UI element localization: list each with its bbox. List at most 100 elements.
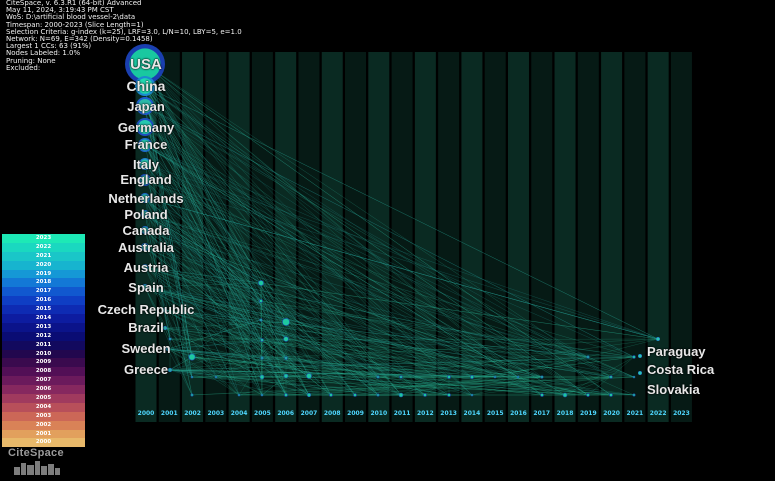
edge xyxy=(144,266,589,358)
minor-node[interactable] xyxy=(237,393,241,397)
year-band xyxy=(461,52,483,422)
node-slovakia[interactable] xyxy=(638,371,642,375)
minor-node[interactable] xyxy=(188,353,196,361)
node-label: Slovakia xyxy=(647,382,700,398)
minor-node[interactable] xyxy=(540,375,544,379)
minor-node[interactable] xyxy=(283,373,289,379)
year-tick-label: 2000 xyxy=(137,410,155,417)
minor-node[interactable] xyxy=(586,355,590,359)
edge xyxy=(215,319,262,378)
edge xyxy=(144,85,450,378)
minor-node[interactable] xyxy=(586,393,590,397)
minor-node[interactable] xyxy=(258,280,264,286)
edge xyxy=(164,327,543,378)
minor-node[interactable] xyxy=(632,393,636,397)
node-china[interactable] xyxy=(135,76,155,96)
minor-node[interactable] xyxy=(284,393,288,397)
node-label: Czech Republic xyxy=(97,302,195,318)
node-core xyxy=(638,371,642,375)
minor-node[interactable] xyxy=(447,375,451,379)
edge xyxy=(285,338,635,378)
node-england[interactable] xyxy=(139,174,151,186)
minor-node[interactable] xyxy=(632,355,636,359)
node-sweden[interactable] xyxy=(166,347,170,351)
edge xyxy=(400,376,426,396)
minor-node[interactable] xyxy=(306,392,312,398)
edge xyxy=(164,321,287,329)
edge xyxy=(144,213,426,396)
edge xyxy=(144,163,262,321)
node-france[interactable] xyxy=(138,138,152,152)
minor-node[interactable] xyxy=(259,299,263,303)
minor-node[interactable] xyxy=(470,375,474,379)
edge xyxy=(191,356,589,378)
minor-node[interactable] xyxy=(470,393,474,397)
node-australia[interactable] xyxy=(141,243,149,251)
minor-node[interactable] xyxy=(259,374,265,380)
minor-node[interactable] xyxy=(423,393,427,397)
legend-year-swatch: 2019 xyxy=(2,269,85,279)
minor-node[interactable] xyxy=(562,392,568,398)
edge xyxy=(144,144,193,358)
minor-node[interactable] xyxy=(609,393,613,397)
minor-node[interactable] xyxy=(376,375,380,379)
node-poland[interactable] xyxy=(141,210,149,218)
year-tick-label: 2011 xyxy=(393,410,411,417)
node-brazil[interactable] xyxy=(163,326,167,330)
minor-node[interactable] xyxy=(190,393,194,397)
edge xyxy=(169,369,332,396)
node-core xyxy=(137,78,153,94)
edge xyxy=(144,105,612,378)
node-spain[interactable] xyxy=(142,284,148,290)
node-costa-rica[interactable] xyxy=(638,354,642,358)
minor-node[interactable] xyxy=(376,393,380,397)
node-greece[interactable] xyxy=(168,368,172,372)
node-germany[interactable] xyxy=(136,118,154,136)
minor-node[interactable] xyxy=(260,338,264,342)
header-line: Network: N=69, E=342 (Density=0.1458) xyxy=(6,35,153,44)
minor-node[interactable] xyxy=(259,318,263,322)
node-italy[interactable] xyxy=(139,158,151,170)
node-japan[interactable] xyxy=(136,97,154,115)
edge xyxy=(144,85,193,378)
node-usa[interactable] xyxy=(125,44,165,84)
edge xyxy=(144,63,287,323)
node-paraguay[interactable] xyxy=(656,337,660,341)
minor-node[interactable] xyxy=(306,373,312,379)
minor-node[interactable] xyxy=(632,375,636,379)
node-label: Poland xyxy=(124,207,168,223)
minor-node[interactable] xyxy=(329,393,333,397)
minor-node[interactable] xyxy=(283,336,289,342)
minor-node[interactable] xyxy=(282,318,290,326)
node-austria[interactable] xyxy=(142,264,148,270)
minor-node[interactable] xyxy=(609,375,613,379)
node-label: Canada xyxy=(122,223,170,239)
node-canada[interactable] xyxy=(141,226,149,234)
minor-node[interactable] xyxy=(399,375,403,379)
minor-node[interactable] xyxy=(353,393,357,397)
minor-node[interactable] xyxy=(398,392,404,398)
minor-node[interactable] xyxy=(214,375,218,379)
edge xyxy=(424,376,543,396)
minor-node[interactable] xyxy=(516,375,520,379)
edge xyxy=(144,229,263,396)
minor-node[interactable] xyxy=(190,375,194,379)
edge xyxy=(144,266,193,378)
year-band xyxy=(275,52,297,422)
edge xyxy=(164,309,287,377)
minor-node[interactable] xyxy=(493,375,497,379)
edge xyxy=(164,309,589,358)
minor-node[interactable] xyxy=(260,356,264,360)
edge xyxy=(144,229,402,396)
minor-node[interactable] xyxy=(284,356,288,360)
edge xyxy=(215,357,263,378)
edge xyxy=(167,348,240,396)
minor-node[interactable] xyxy=(168,337,172,341)
minor-node[interactable] xyxy=(447,393,451,397)
node-netherlands[interactable] xyxy=(140,193,150,203)
edge xyxy=(144,126,287,396)
node-czech-republic[interactable] xyxy=(163,308,167,312)
minor-node[interactable] xyxy=(260,393,264,397)
minor-node[interactable] xyxy=(540,393,544,397)
